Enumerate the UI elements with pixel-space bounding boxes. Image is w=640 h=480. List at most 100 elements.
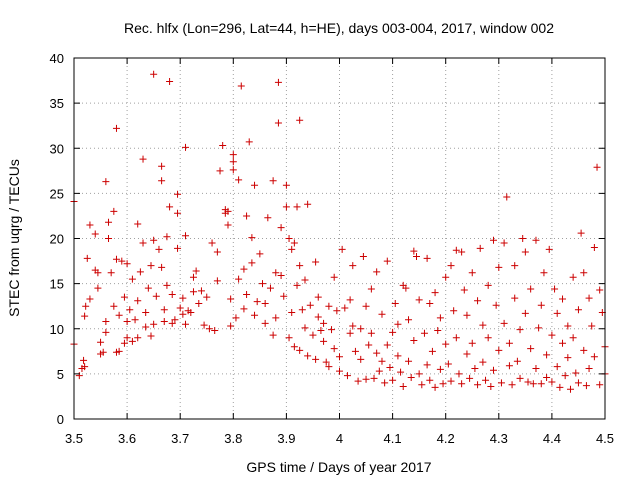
data-point <box>139 239 147 247</box>
data-point <box>192 267 200 275</box>
chart-title: Rec. hlfx (Lon=296, Lat=44, h=HE), days … <box>124 20 554 36</box>
data-point <box>182 232 190 240</box>
data-point <box>383 341 391 349</box>
data-point <box>320 337 328 345</box>
data-point <box>410 247 418 255</box>
data-point <box>452 246 460 254</box>
data-point <box>86 295 94 303</box>
data-point <box>128 337 136 345</box>
data-point <box>381 379 389 387</box>
data-point <box>466 374 474 382</box>
data-point <box>274 119 282 127</box>
data-point <box>548 331 556 339</box>
data-point <box>434 327 442 335</box>
data-point <box>107 269 115 277</box>
data-point <box>378 310 386 318</box>
data-point <box>322 358 330 366</box>
data-point <box>535 324 543 332</box>
data-point <box>150 320 158 328</box>
data-point <box>585 294 593 302</box>
data-point <box>511 262 519 270</box>
data-point <box>94 284 102 292</box>
data-point <box>160 318 168 326</box>
data-point <box>405 316 413 324</box>
data-point <box>569 334 577 342</box>
data-point <box>189 273 197 281</box>
data-point <box>426 299 434 307</box>
x-tick-label: 4.3 <box>490 431 508 446</box>
data-point <box>83 254 91 262</box>
x-tick-label: 4.4 <box>543 431 561 446</box>
data-point <box>179 310 187 318</box>
data-point <box>97 338 105 346</box>
data-point <box>235 176 243 184</box>
data-point <box>251 181 259 189</box>
y-tick-label: 20 <box>50 232 64 247</box>
x-tick-label: 4 <box>336 431 343 446</box>
data-point <box>293 203 301 211</box>
data-point <box>330 345 338 353</box>
data-point <box>484 334 492 342</box>
data-point <box>213 277 221 285</box>
data-point <box>338 245 346 253</box>
data-point <box>176 304 184 312</box>
data-point <box>174 190 182 198</box>
data-point <box>82 302 90 310</box>
data-point <box>163 233 171 241</box>
data-point <box>120 293 128 301</box>
data-point <box>158 162 166 170</box>
data-point <box>580 269 588 277</box>
data-point <box>357 325 365 333</box>
data-point <box>163 281 171 289</box>
x-tick-label: 3.8 <box>224 431 242 446</box>
data-point <box>229 151 237 159</box>
data-point <box>349 322 357 330</box>
data-point <box>415 370 423 378</box>
data-point <box>105 235 113 242</box>
data-point <box>105 218 113 226</box>
data-point <box>505 362 513 370</box>
data-point <box>343 372 351 380</box>
data-point <box>115 311 123 319</box>
data-point <box>540 269 548 277</box>
data-point <box>80 356 88 364</box>
data-point <box>272 269 280 277</box>
data-point <box>580 346 588 354</box>
data-point <box>420 329 428 337</box>
data-point <box>99 348 107 356</box>
data-point <box>251 311 259 319</box>
data-point <box>158 263 166 271</box>
data-point <box>309 331 317 339</box>
data-point <box>227 295 235 303</box>
data-point <box>474 297 482 305</box>
y-tick-label: 30 <box>50 141 64 156</box>
data-point <box>505 339 513 347</box>
data-point <box>386 364 394 372</box>
data-point <box>367 329 375 337</box>
data-point <box>136 268 144 276</box>
data-point <box>290 343 298 351</box>
data-point <box>261 299 269 307</box>
data-point <box>543 373 551 381</box>
data-point <box>479 358 487 366</box>
data-point <box>537 380 545 388</box>
data-point <box>150 236 158 244</box>
data-point <box>359 253 367 261</box>
data-point <box>123 318 131 326</box>
data-point <box>373 268 381 276</box>
data-point <box>240 265 248 273</box>
data-point <box>370 374 378 382</box>
data-point <box>131 316 139 324</box>
data-point <box>293 281 301 289</box>
data-point <box>330 273 338 281</box>
data-point <box>545 245 553 253</box>
data-point <box>182 143 190 151</box>
data-point <box>112 255 120 263</box>
data-point <box>450 307 458 315</box>
y-tick-label: 0 <box>57 412 64 427</box>
data-point <box>436 314 444 322</box>
data-point <box>596 381 604 389</box>
data-point <box>463 311 471 319</box>
data-point <box>290 239 298 247</box>
data-point <box>110 207 118 215</box>
